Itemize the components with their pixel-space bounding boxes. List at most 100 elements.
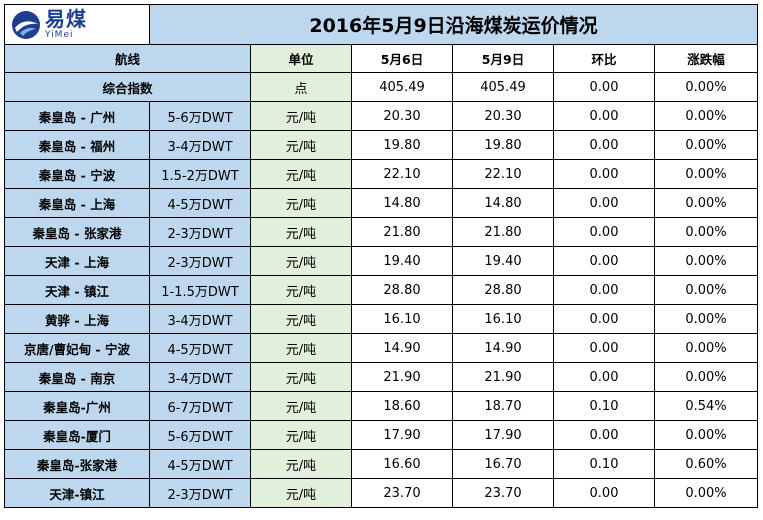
header-unit: 单位 xyxy=(250,44,352,73)
table-row: 秦皇岛-广州 6-7万DWT 元/吨 18.60 18.70 0.10 0.54% xyxy=(4,391,759,421)
index-v2: 405.49 xyxy=(452,72,554,102)
unit-cell: 元/吨 xyxy=(250,101,352,131)
table-row: 秦皇岛 - 上海 4-5万DWT 元/吨 14.80 14.80 0.00 0.00% xyxy=(4,188,759,218)
unit-cell: 元/吨 xyxy=(250,159,352,189)
mom-cell: 0.00 xyxy=(553,478,655,508)
route-cell: 秦皇岛-广州 xyxy=(4,391,150,421)
value-date2-cell: 23.70 xyxy=(452,478,554,508)
route-cell: 黄骅 - 上海 xyxy=(4,304,150,334)
size-cell: 4-5万DWT xyxy=(149,188,251,218)
route-cell: 天津 - 上海 xyxy=(4,246,150,276)
header-row: 航线 单位 5月6日 5月9日 环比 涨跌幅 xyxy=(4,44,759,73)
value-date1-cell: 21.90 xyxy=(351,362,453,392)
change-cell: 0.00% xyxy=(653,246,759,276)
header-date1: 5月6日 xyxy=(351,44,453,73)
value-date1-cell: 28.80 xyxy=(351,275,453,305)
size-cell: 2-3万DWT xyxy=(149,478,251,508)
route-cell: 天津 - 镇江 xyxy=(4,275,150,305)
value-date2-cell: 21.90 xyxy=(452,362,554,392)
route-cell: 天津-镇江 xyxy=(4,478,150,508)
route-cell: 秦皇岛 - 广州 xyxy=(4,101,150,131)
index-mom: 0.00 xyxy=(553,72,655,102)
mom-cell: 0.10 xyxy=(553,391,655,421)
unit-cell: 元/吨 xyxy=(250,478,352,508)
change-cell: 0.00% xyxy=(653,420,759,450)
table-row: 京唐/曹妃甸 - 宁波 4-5万DWT 元/吨 14.90 14.90 0.00 0.00% xyxy=(4,333,759,363)
size-cell: 3-4万DWT xyxy=(149,130,251,160)
value-date2-cell: 16.10 xyxy=(452,304,554,334)
size-cell: 5-6万DWT xyxy=(149,420,251,450)
value-date1-cell: 19.40 xyxy=(351,246,453,276)
size-cell: 1.5-2万DWT xyxy=(149,159,251,189)
unit-cell: 元/吨 xyxy=(250,275,352,305)
value-date2-cell: 20.30 xyxy=(452,101,554,131)
mom-cell: 0.00 xyxy=(553,304,655,334)
change-cell: 0.60% xyxy=(653,449,759,479)
logo-text-cn: 易煤 xyxy=(45,7,87,31)
size-cell: 2-3万DWT xyxy=(149,217,251,247)
mom-cell: 0.00 xyxy=(553,130,655,160)
value-date1-cell: 20.30 xyxy=(351,101,453,131)
size-cell: 6-7万DWT xyxy=(149,391,251,421)
size-cell: 3-4万DWT xyxy=(149,362,251,392)
index-label: 综合指数 xyxy=(4,72,251,102)
yimei-logo-icon xyxy=(11,10,41,40)
table-title: 2016年5月9日沿海煤炭运价情况 xyxy=(148,4,759,45)
value-date2-cell: 22.10 xyxy=(452,159,554,189)
table-row: 秦皇岛 - 宁波 1.5-2万DWT 元/吨 22.10 22.10 0.00 0.00% xyxy=(4,159,759,189)
mom-cell: 0.00 xyxy=(553,333,655,363)
value-date1-cell: 16.60 xyxy=(351,449,453,479)
value-date1-cell: 18.60 xyxy=(351,391,453,421)
value-date2-cell: 14.80 xyxy=(452,188,554,218)
table-row: 黄骅 - 上海 3-4万DWT 元/吨 16.10 16.10 0.00 0.00% xyxy=(4,304,759,334)
table-row: 秦皇岛 - 广州 5-6万DWT 元/吨 20.30 20.30 0.00 0.00% xyxy=(4,101,759,131)
logo: 易煤 YiMei xyxy=(4,4,150,45)
value-date2-cell: 18.70 xyxy=(452,391,554,421)
route-cell: 秦皇岛 - 福州 xyxy=(4,130,150,160)
value-date2-cell: 16.70 xyxy=(452,449,554,479)
unit-cell: 元/吨 xyxy=(250,217,352,247)
size-cell: 4-5万DWT xyxy=(149,449,251,479)
value-date1-cell: 16.10 xyxy=(351,304,453,334)
table-row: 秦皇岛 - 南京 3-4万DWT 元/吨 21.90 21.90 0.00 0.00% xyxy=(4,362,759,392)
size-cell: 2-3万DWT xyxy=(149,246,251,276)
change-cell: 0.00% xyxy=(653,362,759,392)
table-row: 秦皇岛-厦门 5-6万DWT 元/吨 17.90 17.90 0.00 0.00% xyxy=(4,420,759,450)
logo-text-en: YiMei xyxy=(45,30,74,40)
table-row: 秦皇岛 - 张家港 2-3万DWT 元/吨 21.80 21.80 0.00 0.00% xyxy=(4,217,759,247)
unit-cell: 元/吨 xyxy=(250,188,352,218)
route-cell: 秦皇岛 - 南京 xyxy=(4,362,150,392)
value-date2-cell: 19.40 xyxy=(452,246,554,276)
change-cell: 0.00% xyxy=(653,130,759,160)
index-change: 0.00% xyxy=(653,72,759,102)
table-row: 秦皇岛 - 福州 3-4万DWT 元/吨 19.80 19.80 0.00 0.00% xyxy=(4,130,759,160)
change-cell: 0.00% xyxy=(653,275,759,305)
mom-cell: 0.00 xyxy=(553,101,655,131)
header-route: 航线 xyxy=(4,44,251,73)
index-v1: 405.49 xyxy=(351,72,453,102)
unit-cell: 元/吨 xyxy=(250,304,352,334)
value-date1-cell: 14.90 xyxy=(351,333,453,363)
size-cell: 3-4万DWT xyxy=(149,304,251,334)
unit-cell: 元/吨 xyxy=(250,130,352,160)
title-row: 易煤 YiMei 2016年5月9日沿海煤炭运价情况 xyxy=(4,4,759,45)
mom-cell: 0.00 xyxy=(553,420,655,450)
mom-cell: 0.00 xyxy=(553,188,655,218)
size-cell: 1-1.5万DWT xyxy=(149,275,251,305)
mom-cell: 0.00 xyxy=(553,159,655,189)
route-cell: 秦皇岛 - 上海 xyxy=(4,188,150,218)
change-cell: 0.00% xyxy=(653,217,759,247)
table-row: 天津 - 镇江 1-1.5万DWT 元/吨 28.80 28.80 0.00 0.00% xyxy=(4,275,759,305)
unit-cell: 元/吨 xyxy=(250,333,352,363)
size-cell: 4-5万DWT xyxy=(149,333,251,363)
mom-cell: 0.10 xyxy=(553,449,655,479)
value-date1-cell: 19.80 xyxy=(351,130,453,160)
change-cell: 0.00% xyxy=(653,101,759,131)
table-row: 天津 - 上海 2-3万DWT 元/吨 19.40 19.40 0.00 0.00% xyxy=(4,246,759,276)
route-cell: 京唐/曹妃甸 - 宁波 xyxy=(4,333,150,363)
unit-cell: 元/吨 xyxy=(250,391,352,421)
value-date2-cell: 28.80 xyxy=(452,275,554,305)
freight-rate-table: 易煤 YiMei 2016年5月9日沿海煤炭运价情况 航线 单位 5月6日 5月… xyxy=(4,4,759,508)
change-cell: 0.00% xyxy=(653,159,759,189)
change-cell: 0.00% xyxy=(653,188,759,218)
